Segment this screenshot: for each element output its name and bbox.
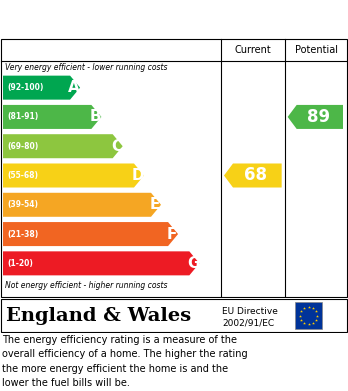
Polygon shape [3,134,123,158]
Bar [295,302,322,329]
Text: (55-68): (55-68) [7,171,38,180]
Text: (81-91): (81-91) [7,113,38,122]
Text: B: B [89,109,101,124]
Text: (39-54): (39-54) [7,200,38,209]
Text: D: D [132,168,144,183]
Text: A: A [68,80,80,95]
Polygon shape [3,105,101,129]
Text: Not energy efficient - higher running costs: Not energy efficient - higher running co… [5,282,167,291]
Text: 89: 89 [307,108,330,126]
Text: (21-38): (21-38) [7,230,38,239]
Polygon shape [3,75,80,100]
Text: EU Directive: EU Directive [222,307,278,316]
Text: C: C [111,139,122,154]
Text: (69-80): (69-80) [7,142,38,151]
Text: Potential: Potential [295,45,338,55]
Polygon shape [3,251,199,275]
Text: (92-100): (92-100) [7,83,44,92]
Text: E: E [150,197,160,212]
Polygon shape [3,193,161,217]
Text: The energy efficiency rating is a measure of the
overall efficiency of a home. T: The energy efficiency rating is a measur… [2,335,248,388]
Polygon shape [3,163,144,188]
Polygon shape [288,105,343,129]
Text: Energy Efficiency Rating: Energy Efficiency Rating [10,11,220,27]
Text: F: F [167,226,177,242]
Polygon shape [3,222,178,246]
Text: 2002/91/EC: 2002/91/EC [222,319,274,328]
Text: G: G [187,256,200,271]
Text: (1-20): (1-20) [7,259,33,268]
Text: Current: Current [235,45,271,55]
Polygon shape [224,163,282,188]
Text: Very energy efficient - lower running costs: Very energy efficient - lower running co… [5,63,167,72]
Text: England & Wales: England & Wales [6,307,191,325]
Text: 68: 68 [244,167,267,185]
